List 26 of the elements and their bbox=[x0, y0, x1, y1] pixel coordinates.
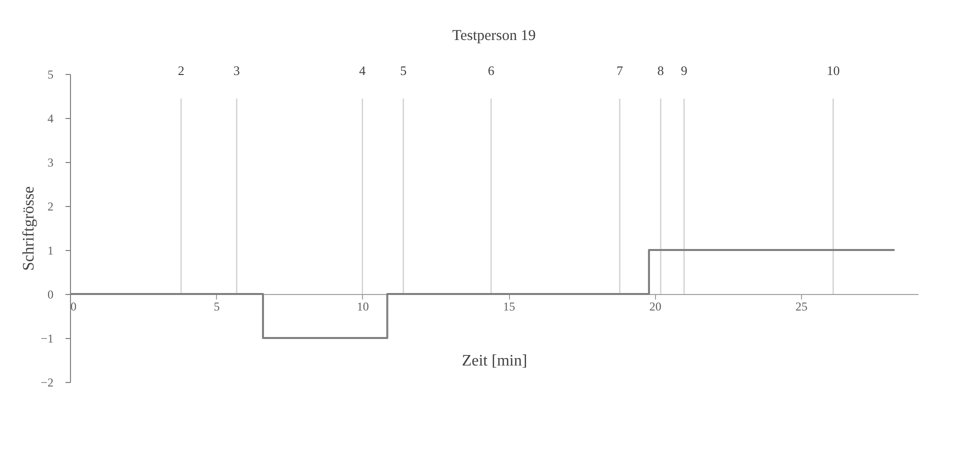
chart-title: Testperson 19 bbox=[452, 28, 536, 44]
y-tick-label: 3 bbox=[48, 156, 54, 170]
y-tick-label: −2 bbox=[40, 376, 54, 390]
y-tick-label: 1 bbox=[48, 244, 54, 258]
annotation: 8 bbox=[657, 63, 664, 78]
x-tick-label: 25 bbox=[796, 300, 808, 314]
annotation: 9 bbox=[680, 63, 688, 78]
annotation: 2 bbox=[178, 63, 184, 78]
x-tick-label: 5 bbox=[214, 300, 220, 314]
y-tick-label: 2 bbox=[48, 200, 54, 214]
annotation: 4 bbox=[359, 63, 366, 78]
y-tick-label: 0 bbox=[48, 288, 54, 302]
y-tick-label: 5 bbox=[48, 68, 54, 82]
annotation: 7 bbox=[616, 63, 624, 78]
x-tick-label: 20 bbox=[649, 300, 662, 314]
x-tick-label: 0 bbox=[70, 300, 76, 314]
y-tick-label: 4 bbox=[48, 112, 54, 126]
annotation: 3 bbox=[233, 63, 240, 78]
y-tick-label: −1 bbox=[40, 332, 54, 346]
annotation: 5 bbox=[400, 63, 407, 78]
annotation: 10 bbox=[826, 63, 840, 78]
x-tick-label: 10 bbox=[356, 300, 369, 314]
x-tick-label: 15 bbox=[503, 300, 516, 314]
x-axis-title: Zeit [min] bbox=[462, 352, 528, 370]
annotation: 6 bbox=[488, 63, 495, 78]
y-axis-title: Schriftgrösse bbox=[20, 186, 38, 271]
